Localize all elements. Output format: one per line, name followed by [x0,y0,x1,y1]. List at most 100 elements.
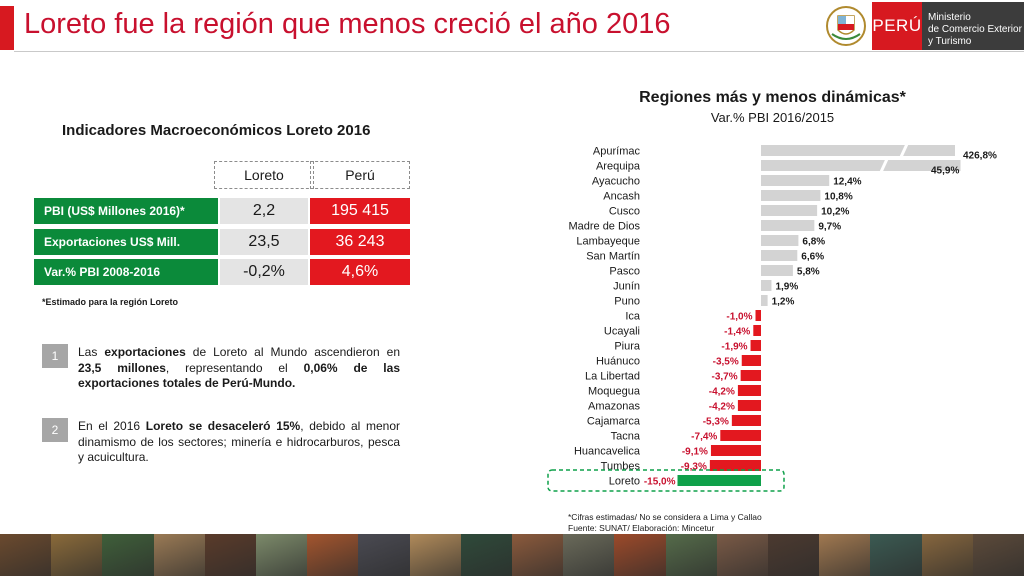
category-label: Ucayali [604,326,640,338]
axis-break-mark [899,143,909,158]
column-header-loreto: Loreto [214,161,314,189]
bar-huánuco [741,355,761,366]
chart-footnote: *Cifras estimadas/ No se considera a Lim… [568,512,762,534]
category-label: Ayacucho [592,176,640,188]
photo-thumbnail [512,534,564,576]
cell-peru-exportaciones: 36 243 [310,229,410,255]
photo-thumbnail [204,534,257,576]
chart-footnote-line: Fuente: SUNAT/ Elaboración: Mincetur [568,523,715,533]
photo-thumbnail [870,534,922,576]
row-label-var-pbi: Var.% PBI 2008-2016 [34,259,218,285]
data-label: -7,4% [691,432,717,443]
bar-amazonas [737,400,761,411]
cell-peru-pbi: 195 415 [310,198,410,224]
category-label: Puno [614,296,640,308]
category-label: Arequipa [596,161,641,173]
category-label: Junín [613,281,640,293]
bullet-text-exportaciones: Las exportaciones de Loreto al Mundo asc… [78,345,400,392]
bullet-emphasis: 0,06% de las exportaciones totales de Pe… [78,360,400,391]
category-label: La Libertad [585,371,640,383]
data-label: -9,3% [681,462,707,473]
ministry-line: y Turismo [928,36,972,47]
category-label: San Martín [586,251,640,263]
bar-ancash [761,190,821,201]
bullet-emphasis: exportaciones [104,345,186,359]
data-label: -9,1% [682,447,708,458]
data-label: 12,4% [833,177,861,188]
photo-thumbnail [768,534,820,576]
header-divider [14,51,1024,52]
highlight-frame-loreto [547,469,785,492]
photo-thumbnail [153,534,205,576]
data-label: 10,8% [824,192,852,203]
ministry-logo: Ministerio de Comercio Exterior y Turism… [922,2,1024,50]
photo-strip [0,534,1024,576]
category-label: Madre de Dios [568,221,640,233]
category-label: Loreto [609,476,640,488]
bar-madre-de-dios [761,220,815,231]
bar-tumbes [709,460,761,471]
peru-brand-label: PERÚ [872,16,922,35]
bar-ucayali [753,325,761,336]
bar-loreto [677,475,761,486]
data-label: -3,7% [712,372,738,383]
chart-footnote-line: *Cifras estimadas/ No se considera a Lim… [568,512,762,522]
cell-loreto-pbi: 2,2 [220,198,308,224]
column-header-peru: Perú [310,161,410,189]
row-label-exportaciones: Exportaciones US$ Mill. [34,229,218,255]
bullet-number: 1 [42,344,68,368]
category-label: Cusco [609,206,640,218]
row-label-pbi: PBI (US$ Millones 2016)* [34,198,218,224]
title-accent-bar [0,6,14,50]
bar-huancavelica [710,445,761,456]
bullet-fragment: Las [78,345,105,359]
category-label: Apurímac [593,146,641,158]
axis-break-mark [879,158,889,173]
photo-thumbnail [307,534,359,576]
coat-of-arms-icon [826,6,866,46]
bar-piura [750,340,761,351]
data-label: -1,9% [721,342,747,353]
cell-peru-var-pbi: 4,6% [310,259,410,285]
category-label: Huánuco [596,356,640,368]
data-label: 45,9% [931,166,959,177]
data-label: 1,2% [772,297,795,308]
bullet-emphasis: 23,5 millones [78,360,166,375]
peru-brand-logo: PERÚ [872,2,922,50]
category-label: Pasco [609,266,640,278]
bullet-fragment: En el 2016 [78,419,146,433]
photo-thumbnail [716,534,769,576]
bar-moquegua [737,385,761,396]
data-label: -15,0% [644,477,676,488]
photo-thumbnail [51,534,103,576]
table-title: Indicadores Macroeconómicos Loreto 2016 [62,122,371,139]
category-label: Piura [614,341,641,353]
data-label: 9,7% [818,222,841,233]
photo-thumbnail [819,534,871,576]
data-label: 426,8% [963,151,997,162]
bar-apurímac [761,145,955,156]
photo-thumbnail [102,534,154,576]
photo-thumbnail [409,534,461,576]
bar-ica [755,310,761,321]
cell-loreto-var-pbi: -0,2% [220,259,308,285]
slide-title: Loreto fue la región que menos creció el… [24,8,671,40]
cell-loreto-exportaciones: 23,5 [220,229,308,255]
bar-puno [761,295,768,306]
category-label: Amazonas [588,401,640,413]
ministry-line: Ministerio [928,12,971,23]
category-label: Ica [625,311,641,323]
bar-lambayeque [761,235,799,246]
bar-cajamarca [731,415,761,426]
data-label: 10,2% [821,207,849,218]
category-label: Lambayeque [576,236,640,248]
bar-san-martín [761,250,798,261]
photo-thumbnail [358,534,410,576]
bar-pasco [761,265,793,276]
data-label: -1,4% [724,327,750,338]
bullet-text-desaceleracion: En el 2016 Loreto se desaceleró 15%, deb… [78,419,400,466]
bullet-number: 2 [42,418,68,442]
photo-thumbnail [614,534,666,576]
table-footnote: *Estimado para la región Loreto [42,297,179,307]
data-label: 6,8% [802,237,825,248]
